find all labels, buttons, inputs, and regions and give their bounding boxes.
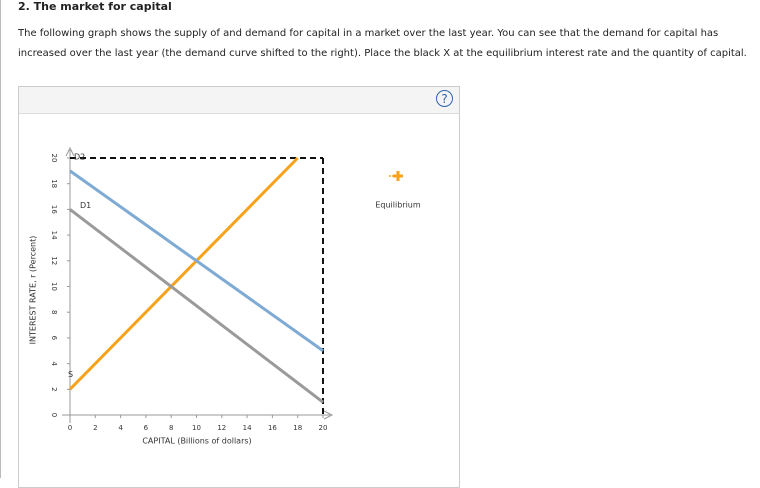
y-tick-label: 16 <box>50 205 58 214</box>
y-tick-label: 18 <box>50 179 58 188</box>
y-tick-label: 8 <box>50 310 58 314</box>
equilibrium-tool[interactable] <box>389 171 403 181</box>
line-label: D1 <box>80 201 91 210</box>
line-d2 <box>69 169 324 352</box>
y-axis-label: INTEREST RATE, r (Percent) <box>29 236 38 345</box>
y-tick-label: 6 <box>50 336 58 341</box>
x-arrow <box>323 410 334 420</box>
tool-label: Equilibrium <box>375 201 421 210</box>
line-label: D2 <box>74 152 85 161</box>
x-tick-label: 4 <box>118 424 123 432</box>
x-tick-label: 10 <box>192 424 201 432</box>
x-tick-label: 8 <box>169 424 173 432</box>
tool-dot <box>389 175 391 177</box>
x-axis-label: CAPITAL (Billions of dollars) <box>142 437 251 446</box>
x-tick-label: 16 <box>268 424 277 432</box>
title: 2. The market for capital <box>18 0 172 13</box>
line-d1 <box>69 208 324 404</box>
toolbar: ? <box>19 87 459 114</box>
y-tick-label: 14 <box>50 231 58 240</box>
y-tick-label: 0 <box>50 413 58 417</box>
instructions: The following graph shows the supply of … <box>18 28 747 59</box>
x-tick-label: 20 <box>319 424 328 432</box>
x-tick-label: 2 <box>93 424 97 432</box>
y-tick-label: 10 <box>50 282 58 291</box>
x-tick-label: 6 <box>144 424 149 432</box>
line-label: S <box>68 370 73 379</box>
help-button[interactable]: ? <box>436 90 453 107</box>
x-tick-label: 14 <box>243 424 252 432</box>
tool-plus <box>393 171 403 181</box>
y-tick-label: 4 <box>50 361 58 366</box>
y-tick-label: 20 <box>50 154 58 163</box>
y-tick-label: 12 <box>50 256 58 265</box>
y-arrow <box>65 146 75 157</box>
graph-panel: ? <box>18 86 460 488</box>
x-tick-label: 12 <box>217 424 226 432</box>
chart: Equilibrium CAPITAL (Billions of dollars… <box>29 146 421 446</box>
x-tick-label: 18 <box>293 424 302 432</box>
edge <box>0 0 1 478</box>
line-s <box>68 156 299 391</box>
y-tick-label: 2 <box>50 387 58 391</box>
x-tick-label: 0 <box>68 424 72 432</box>
